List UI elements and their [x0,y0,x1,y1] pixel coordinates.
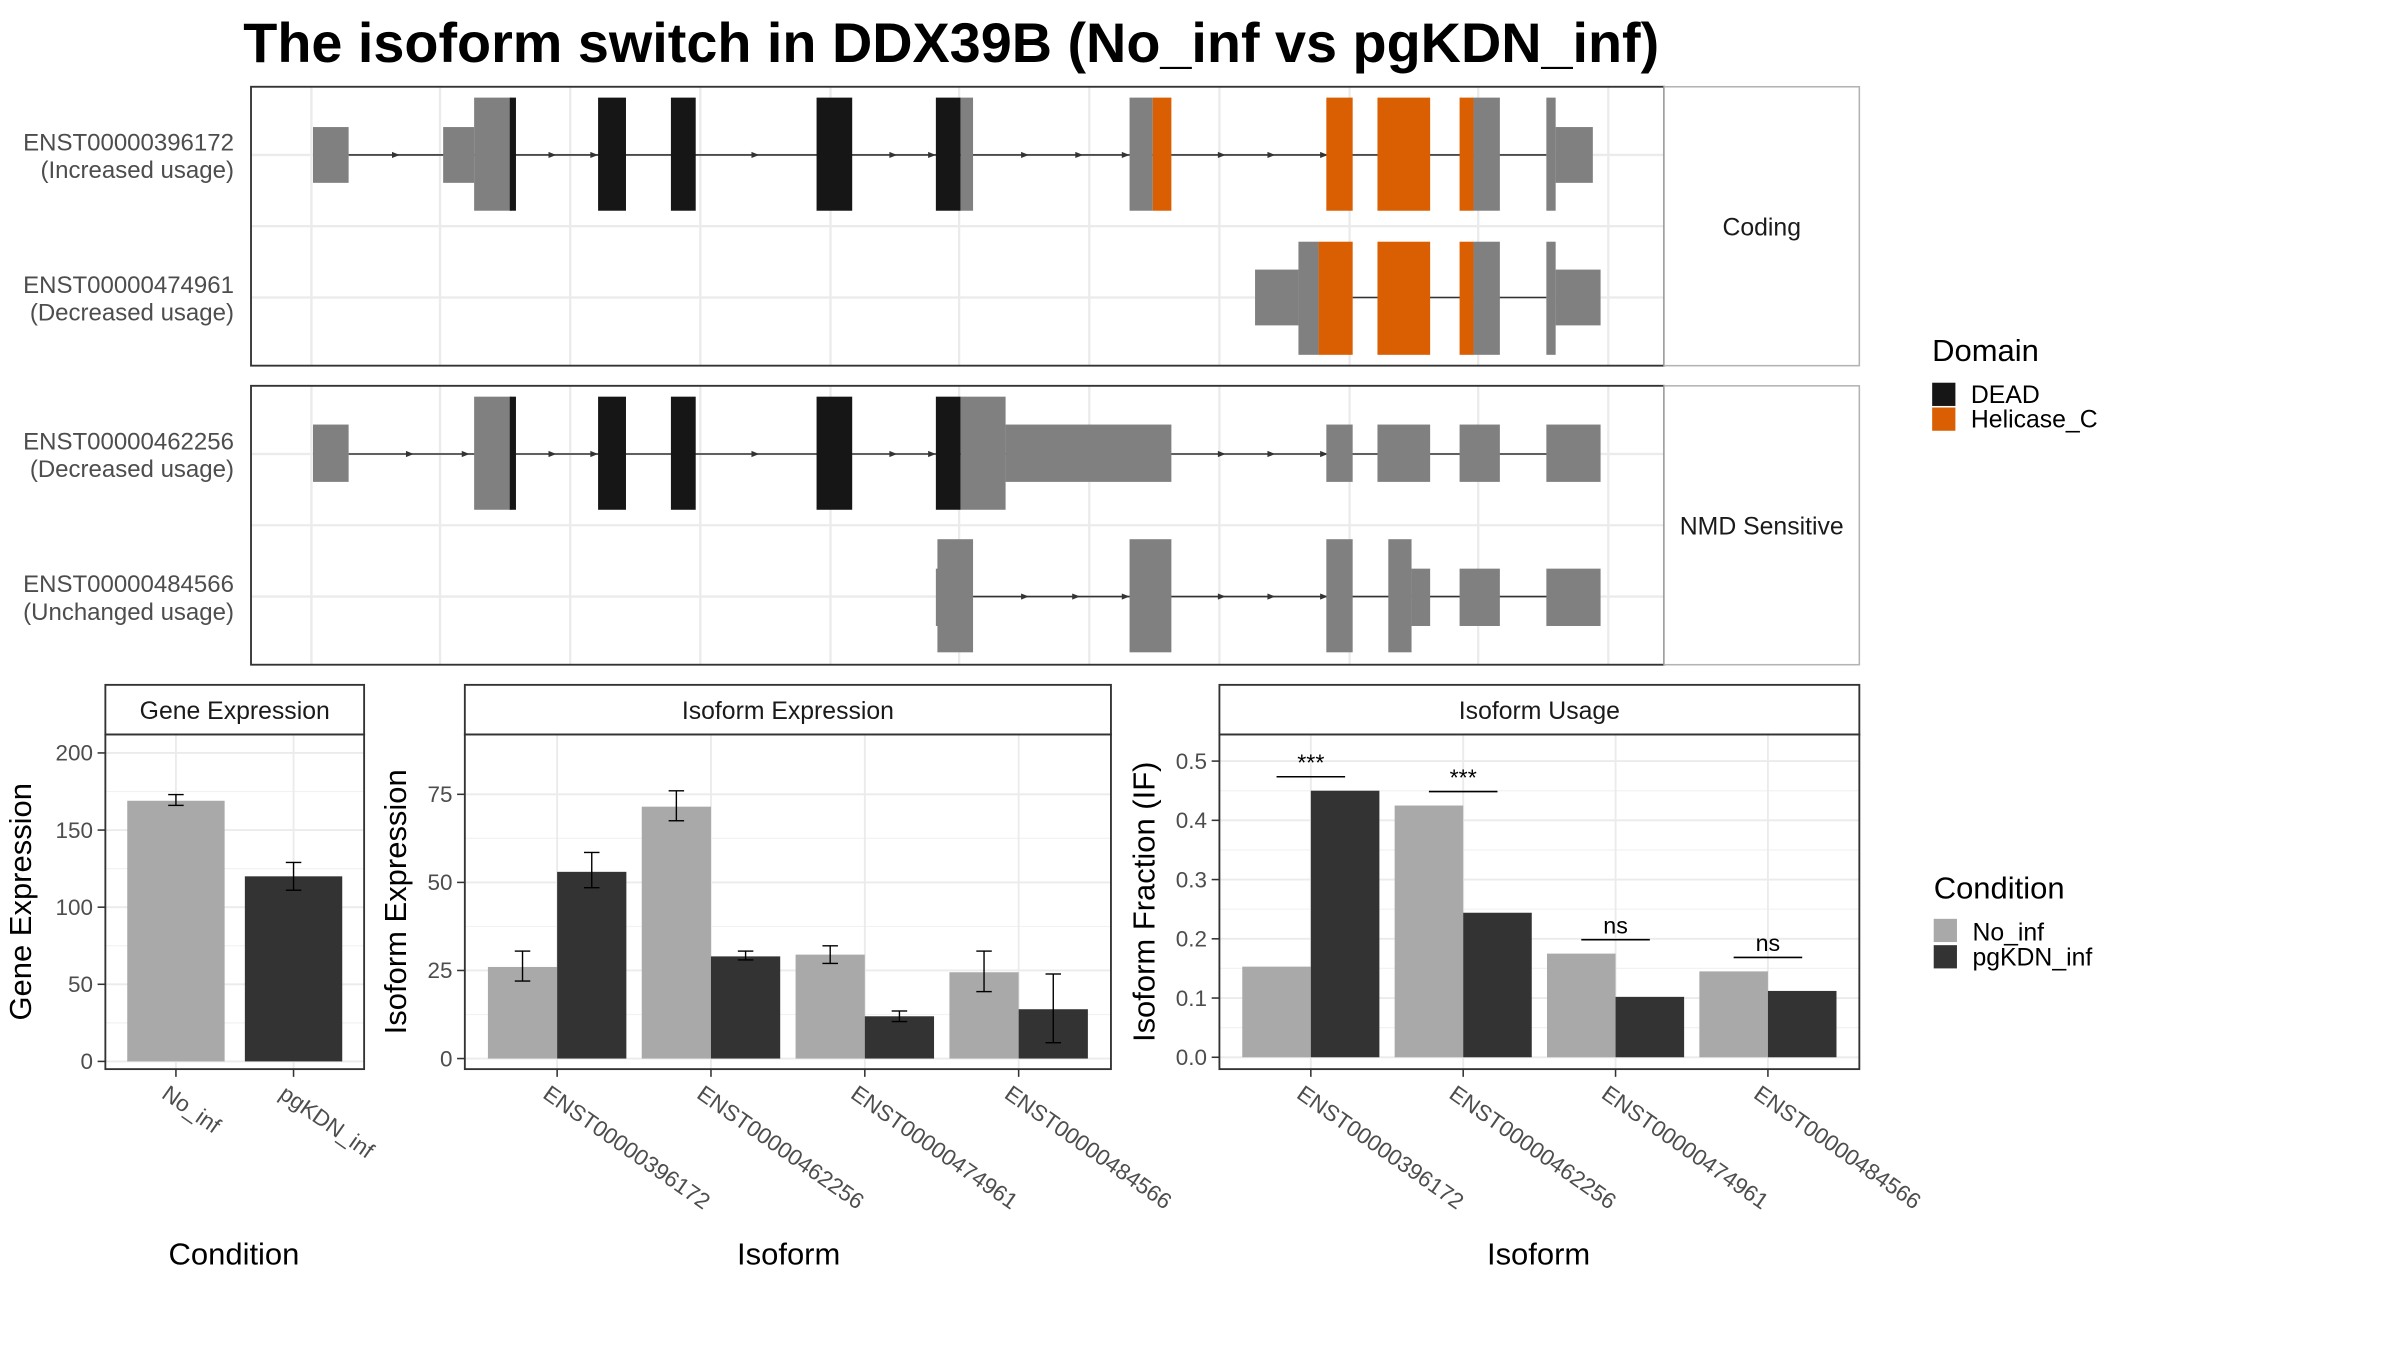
intron-arrows [392,151,1328,159]
significance-label: *** [1450,764,1477,790]
panel-title: Gene Expression [140,698,330,725]
transcript-enst00000484566-model [935,539,1601,653]
panel-strip [104,683,366,736]
transcript-label-id: ENST00000484566 [23,571,234,598]
bar-charts: Gene Expression 0 50 100 150 200 No_inf pgKDN_i… [3,683,1926,1271]
bar [1242,966,1311,1058]
x-tick-label: No_inf [158,1081,226,1139]
transcript-enst00000474961-model [1255,241,1601,355]
x-tick-label: ENST00000484566 [1000,1081,1176,1215]
y-axis-title: Isoform Fraction (IF) [1126,762,1161,1042]
y-tick-label: 0.0 [1176,1045,1207,1070]
bar [1546,953,1616,1058]
bar [795,954,865,1059]
domain-legend: Domain DEAD Helicase_C [1932,333,2098,434]
significance-label: *** [1297,750,1324,776]
intron-arrows [405,450,1328,458]
y-tick-label: 0.2 [1176,927,1207,952]
y-tick-label: 100 [55,895,92,920]
x-axis-title: Condition [169,1236,300,1271]
domain-legend-label: DEAD [1971,382,2040,409]
y-tick-label: 0.5 [1176,749,1207,774]
y-tick-label: 200 [55,741,92,766]
bar [641,806,711,1059]
x-tick-label: ENST00000474961 [846,1081,1022,1215]
transcript-label-usage: (Unchanged usage) [23,599,234,626]
y-tick-label: 0.1 [1176,986,1207,1011]
figure-title: The isoform switch in DDX39B (No_inf vs … [243,12,1659,74]
y-axis-title: Gene Expression [3,783,38,1021]
intron-arrows [1021,593,1328,600]
x-axis-title: Isoform [1487,1236,1590,1271]
x-tick-label: pgKDN_inf [275,1081,379,1164]
y-tick-label: 0.3 [1176,867,1207,892]
panel-title: Isoform Usage [1459,698,1620,725]
panel-strip [1218,683,1861,736]
bar [244,876,343,1062]
transcript-enst00000462256-model [312,396,1601,510]
y-tick-label: 150 [55,818,92,843]
domain-legend-title: Domain [1932,333,2039,368]
x-tick-label: ENST00000462256 [693,1081,869,1215]
x-tick-label: ENST00000484566 [1750,1081,1926,1215]
domain-legend-label: Helicase_C [1971,407,2098,434]
y-tick-label: 0.4 [1176,808,1207,833]
y-tick-label: 50 [68,972,93,997]
y-tick-label: 75 [427,782,452,807]
transcript-label-usage: (Increased usage) [41,157,234,184]
condition-legend-label: pgKDN_inf [1972,944,2092,971]
bar [1463,912,1532,1058]
bar [1310,790,1380,1058]
panel-title: Isoform Expression [682,698,894,725]
condition-legend-swatch [1933,945,1957,969]
bar [710,956,781,1059]
bar [1699,971,1768,1058]
condition-legend-title: Condition [1934,871,2065,906]
coding-facet-strip [1663,85,1861,367]
bar [1615,996,1685,1058]
x-tick-label: ENST00000396172 [1292,1081,1468,1215]
bar [1394,805,1464,1058]
condition-legend-swatch [1933,918,1957,943]
y-tick-label: 25 [427,958,452,983]
x-axis-title: Isoform [737,1236,840,1271]
domain-legend-swatch [1932,382,1956,406]
bar [487,966,558,1059]
y-axis-title: Isoform Expression [378,769,413,1034]
domain-legend-swatch [1932,407,1956,431]
x-tick-label: ENST00000396172 [539,1081,715,1215]
facet-label-nmd: NMD Sensitive [1680,514,1844,541]
transcript-label-usage: (Decreased usage) [30,300,234,327]
nmd-facet-strip [1663,385,1861,666]
transcript-label-id: ENST00000396172 [23,129,234,156]
y-tick-label: 0 [80,1049,93,1074]
significance-label: ns [1603,912,1628,938]
transcript-label-id: ENST00000462256 [23,428,234,455]
significance-label: ns [1756,930,1781,956]
panel-strip [463,683,1112,736]
condition-legend: Condition No_inf pgKDN_inf [1933,871,2092,971]
transcript-label-id: ENST00000474961 [23,272,234,299]
condition-legend-label: No_inf [1972,920,2044,947]
y-tick-label: 0 [440,1046,453,1071]
bar [557,871,627,1059]
bar [1767,990,1837,1058]
bar [127,800,225,1062]
structure-panel: Coding NMD Sensitive ENST00000396172 (In… [23,85,1861,666]
bar [864,1016,935,1059]
y-tick-label: 50 [427,870,452,895]
transcript-label-usage: (Decreased usage) [30,456,234,483]
x-tick-label: ENST00000474961 [1597,1081,1773,1215]
transcript-enst00000396172-model [312,97,1593,211]
facet-label-coding: Coding [1722,215,1801,242]
x-tick-label: ENST00000462256 [1445,1081,1621,1215]
